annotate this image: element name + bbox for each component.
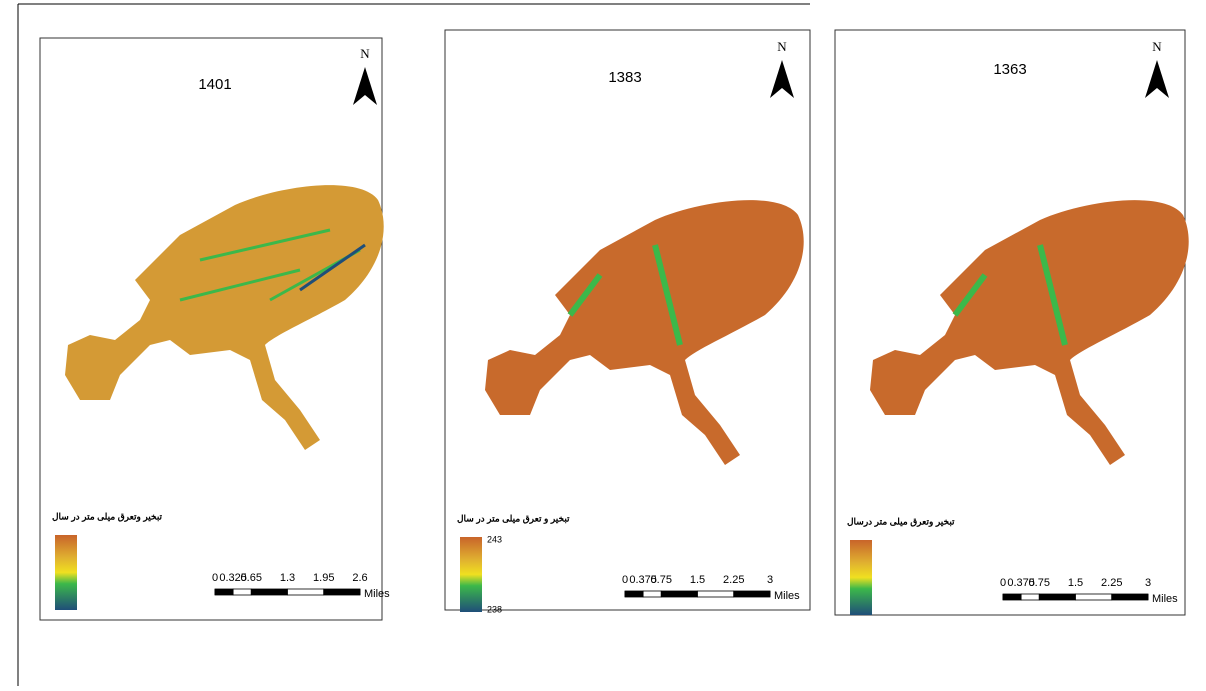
scale-segment (733, 590, 771, 598)
legend-label: 238 (487, 604, 502, 614)
map-title: 1363 (993, 61, 1026, 78)
scale-segment (660, 590, 698, 598)
north-arrow (1157, 60, 1169, 98)
scale-label: 0.325 (219, 572, 247, 584)
north-arrow (770, 60, 782, 98)
scale-label: 1.5 (690, 574, 705, 586)
panel-frame (834, 29, 1186, 616)
legend-title: تبخیر وتعرق میلی متر در سال (52, 511, 163, 522)
legend-label: 243 (487, 534, 502, 544)
scale-label: 2.25 (1101, 577, 1122, 589)
map-area (65, 185, 384, 450)
scale-label: 1.3 (280, 572, 295, 584)
map-area (485, 200, 804, 465)
scale-segment (250, 588, 288, 596)
scale-segment (1038, 593, 1076, 601)
scale-label: 0 (212, 572, 218, 584)
legend-ramp (55, 535, 77, 610)
scale-label: 0 (1000, 577, 1006, 589)
scale-unit: Miles (774, 590, 800, 602)
legend-ramp (850, 540, 872, 615)
scale-label: 0 (622, 574, 628, 586)
map-title: 1401 (198, 76, 231, 93)
north-label: N (777, 39, 787, 54)
panel-frame (444, 29, 811, 611)
scale-label: 3 (767, 574, 773, 586)
legend-ramp (460, 537, 482, 612)
legend-title: تبخیر و تعرق میلی متر در سال (457, 513, 570, 524)
scale-label: 0.75 (1029, 577, 1050, 589)
map-area (870, 200, 1189, 465)
scale-label: 0.375 (629, 574, 657, 586)
scale-segment (697, 590, 735, 598)
scale-label: 3 (1145, 577, 1151, 589)
scale-label: 0.375 (1007, 577, 1035, 589)
scale-segment (287, 588, 325, 596)
north-label: N (360, 46, 370, 61)
north-label: N (1152, 39, 1162, 54)
scale-unit: Miles (364, 588, 390, 600)
scale-label: 0.75 (651, 574, 672, 586)
scale-label: 2.6 (352, 572, 367, 584)
scale-segment (214, 588, 234, 596)
north-arrow (353, 67, 365, 105)
scale-label: 1.95 (313, 572, 334, 584)
scale-segment (624, 590, 644, 598)
scale-unit: Miles (1152, 593, 1178, 605)
scale-label: 0.65 (241, 572, 262, 584)
scale-segment (642, 590, 662, 598)
map-title: 1383 (608, 69, 641, 86)
scale-segment (1002, 593, 1022, 601)
north-arrow (1145, 60, 1157, 98)
scale-segment (232, 588, 252, 596)
scale-segment (1111, 593, 1149, 601)
scale-segment (1020, 593, 1040, 601)
scale-segment (323, 588, 361, 596)
legend-title: تبخیر وتعرق میلی متر درسال (847, 516, 955, 527)
scale-label: 2.25 (723, 574, 744, 586)
north-arrow (365, 67, 377, 105)
panel-frame (39, 37, 383, 621)
scale-segment (1075, 593, 1113, 601)
scale-label: 1.5 (1068, 577, 1083, 589)
north-arrow (782, 60, 794, 98)
